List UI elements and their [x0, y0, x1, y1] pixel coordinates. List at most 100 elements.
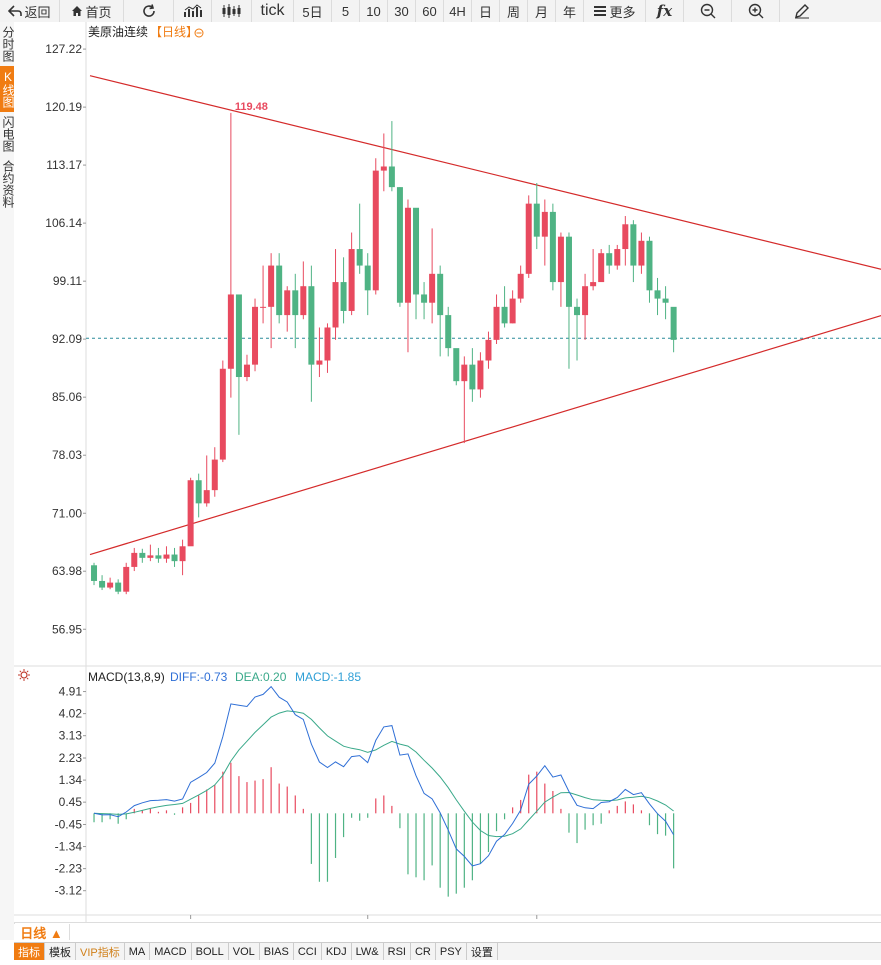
- candle[interactable]: [549, 203, 556, 291]
- candle[interactable]: [670, 306, 677, 353]
- back-button[interactable]: 返回: [0, 0, 60, 22]
- candle[interactable]: [413, 207, 420, 320]
- candle[interactable]: [99, 575, 106, 591]
- period-month-button[interactable]: 月: [528, 0, 556, 22]
- indicator-tab[interactable]: CR: [411, 943, 436, 961]
- candle[interactable]: [590, 249, 597, 291]
- candle[interactable]: [276, 253, 283, 324]
- candle[interactable]: [252, 298, 259, 372]
- candle[interactable]: [533, 183, 540, 250]
- candle[interactable]: [195, 473, 202, 518]
- draw-tool-button[interactable]: [780, 0, 823, 22]
- sidebar-item-lightning[interactable]: 闪电图: [1, 116, 15, 152]
- candle[interactable]: [404, 199, 411, 353]
- candle[interactable]: [453, 348, 460, 386]
- candle[interactable]: [356, 203, 363, 274]
- candle[interactable]: [372, 158, 379, 295]
- candle[interactable]: [630, 220, 637, 283]
- upper-trendline[interactable]: [89, 75, 881, 270]
- indicator-tab[interactable]: VIP指标: [76, 943, 125, 961]
- candle[interactable]: [574, 298, 581, 361]
- candle[interactable]: [131, 547, 138, 572]
- candle[interactable]: [638, 232, 645, 274]
- candle[interactable]: [380, 133, 387, 192]
- candle[interactable]: [541, 199, 548, 266]
- candle[interactable]: [646, 236, 653, 303]
- sidebar-item-kline[interactable]: K线图: [0, 66, 15, 112]
- candle[interactable]: [654, 277, 661, 316]
- candle[interactable]: [316, 327, 323, 378]
- kline-chart[interactable]: 127.22 120.19 113.17 106.14 99.11 92.09 85.06 7…: [14, 22, 881, 922]
- candle[interactable]: [219, 360, 226, 463]
- candle[interactable]: [235, 294, 242, 435]
- candle[interactable]: [501, 286, 508, 328]
- candle[interactable]: [260, 265, 267, 324]
- candle[interactable]: [284, 286, 291, 332]
- indicator-tab[interactable]: 指标: [14, 943, 45, 961]
- period-10m-button[interactable]: 10: [360, 0, 388, 22]
- candle[interactable]: [187, 477, 194, 547]
- candle[interactable]: [525, 195, 532, 278]
- candle[interactable]: [493, 294, 500, 344]
- candle[interactable]: [348, 232, 355, 316]
- indicator-tab[interactable]: RSI: [384, 943, 411, 961]
- candle[interactable]: [614, 244, 621, 270]
- candle[interactable]: [332, 249, 339, 340]
- candle[interactable]: [606, 244, 613, 274]
- candle[interactable]: [179, 539, 186, 576]
- candle[interactable]: [147, 544, 154, 562]
- sidebar-item-contract-info[interactable]: 合约资料: [1, 160, 15, 208]
- candle[interactable]: [622, 216, 629, 266]
- candle[interactable]: [662, 286, 669, 320]
- candle[interactable]: [115, 579, 122, 595]
- candle-style-button[interactable]: [212, 0, 252, 22]
- indicator-tab[interactable]: MACD: [150, 943, 192, 961]
- candle[interactable]: [203, 455, 210, 507]
- candle[interactable]: [139, 548, 146, 563]
- candle[interactable]: [107, 577, 114, 590]
- candle[interactable]: [243, 354, 250, 382]
- candle[interactable]: [324, 323, 331, 373]
- candle[interactable]: [163, 546, 170, 563]
- candle[interactable]: [211, 447, 218, 497]
- candle[interactable]: [477, 352, 484, 398]
- candle[interactable]: [396, 187, 403, 307]
- macd-settings-icon[interactable]: [18, 669, 30, 681]
- indicator-tab[interactable]: PSY: [436, 943, 467, 961]
- candle[interactable]: [421, 282, 428, 320]
- zoom-out-button[interactable]: [684, 0, 732, 22]
- indicator-tab[interactable]: VOL: [229, 943, 260, 961]
- candle[interactable]: [429, 228, 436, 324]
- period-selector[interactable]: 日线 ▲: [14, 924, 70, 941]
- sidebar-item-timeshare[interactable]: 分时图: [1, 26, 15, 62]
- candle[interactable]: [517, 265, 524, 303]
- candle[interactable]: [155, 547, 162, 563]
- candle[interactable]: [461, 356, 468, 444]
- candle[interactable]: [227, 112, 234, 398]
- period-year-button[interactable]: 年: [556, 0, 584, 22]
- period-30m-button[interactable]: 30: [388, 0, 416, 22]
- home-button[interactable]: 首页: [60, 0, 124, 22]
- candle[interactable]: [388, 121, 395, 192]
- candle[interactable]: [292, 273, 299, 349]
- candle[interactable]: [509, 290, 516, 324]
- period-4h-button[interactable]: 4H: [444, 0, 472, 22]
- candle[interactable]: [437, 265, 444, 357]
- refresh-button[interactable]: [124, 0, 174, 22]
- candle[interactable]: [364, 253, 371, 316]
- more-button[interactable]: 更多: [584, 0, 646, 22]
- indicator-tab[interactable]: BOLL: [192, 943, 229, 961]
- period-week-button[interactable]: 周: [500, 0, 528, 22]
- indicator-tab[interactable]: 设置: [467, 943, 498, 961]
- candle[interactable]: [445, 306, 452, 357]
- period-5m-button[interactable]: 5: [332, 0, 360, 22]
- candle[interactable]: [485, 331, 492, 369]
- candle[interactable]: [469, 348, 476, 402]
- candle[interactable]: [565, 232, 572, 369]
- indicator-tab[interactable]: KDJ: [322, 943, 352, 961]
- zoom-in-button[interactable]: [732, 0, 780, 22]
- indicator-tab[interactable]: 模板: [45, 943, 76, 961]
- candle[interactable]: [91, 562, 98, 586]
- settings-small-icon[interactable]: [194, 28, 204, 38]
- candle[interactable]: [171, 547, 178, 567]
